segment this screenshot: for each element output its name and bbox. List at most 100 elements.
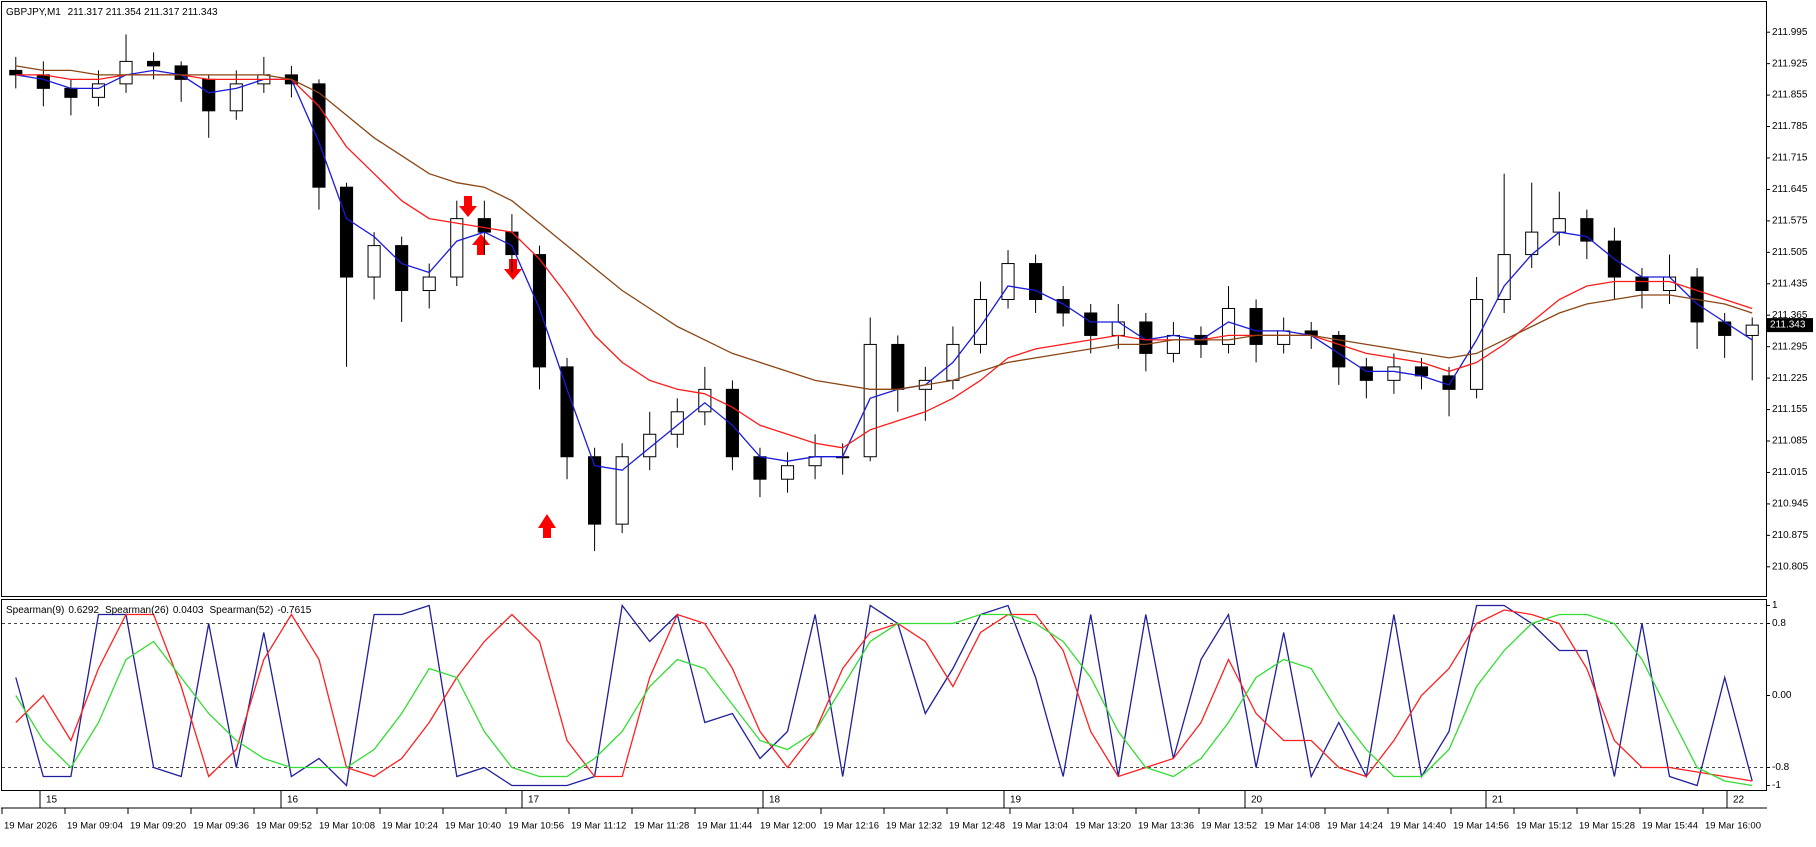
candle-body: [202, 78, 216, 112]
time-label: 19 Mar 12:48: [949, 821, 1005, 832]
candle-body: [395, 245, 409, 292]
y-tick-label: 211.855: [1772, 90, 1808, 101]
candle-body: [808, 456, 822, 467]
time-label: 19 Mar 12:16: [823, 821, 879, 832]
y-tick-label: -1: [1772, 780, 1781, 791]
y-tick-label: 0.00: [1772, 690, 1792, 701]
candle-body: [891, 343, 905, 390]
time-label: 19 Mar 14:56: [1453, 821, 1509, 832]
day-label: 17: [528, 795, 540, 806]
buy-arrow: [538, 514, 556, 538]
y-tick-label: -0.8: [1772, 762, 1790, 773]
candle-body: [1249, 307, 1263, 345]
time-label: 19 Mar 13:20: [1075, 821, 1131, 832]
legend-value: 0.6292: [68, 605, 99, 616]
day-label: 15: [46, 795, 58, 806]
y-tick-label: 211.015: [1772, 467, 1808, 478]
candle-body: [1662, 276, 1677, 292]
symbol-label: GBPJPY,M1 211.317 211.354 211.317 211.34…: [6, 7, 218, 18]
day-label: 18: [769, 795, 781, 806]
time-label: 19 Mar 10:24: [382, 821, 438, 832]
time-label: 19 Mar 09:36: [193, 821, 249, 832]
y-tick-label: 211.995: [1772, 27, 1808, 38]
candle-body: [1166, 334, 1180, 354]
time-label: 19 Mar 16:00: [1705, 821, 1761, 832]
candle-body: [1635, 276, 1649, 292]
candle-body: [312, 83, 326, 188]
day-label: 21: [1492, 795, 1504, 806]
time-label: 19 Mar 10:56: [508, 821, 564, 832]
price-panel-frame: [1, 1, 1767, 597]
day-label: 20: [1251, 795, 1263, 806]
indicator-line: [15, 65, 1753, 390]
candle-body: [973, 299, 988, 345]
y-tick-label: 1: [1772, 600, 1778, 611]
time-label: 19 Mar 15:12: [1516, 821, 1572, 832]
time-label: 19 Mar 14:24: [1327, 821, 1383, 832]
candle-body: [1139, 321, 1153, 354]
candle-body: [1552, 218, 1566, 233]
y-tick-label: 211.365: [1772, 310, 1808, 321]
indicator-line: [15, 69, 1753, 471]
y-tick-label: 211.295: [1772, 341, 1808, 352]
day-label: 19: [1010, 795, 1022, 806]
candle-body: [588, 456, 602, 525]
candle-body: [670, 411, 684, 435]
y-tick-label: 211.645: [1772, 184, 1808, 195]
legend-value: -0.7615: [277, 605, 311, 616]
y-tick-label: 0.8: [1772, 618, 1786, 629]
candle-body: [422, 276, 436, 292]
legend-name: Spearman(52): [209, 605, 273, 616]
candle-body: [863, 343, 877, 458]
candle-body: [9, 69, 23, 76]
time-label: 19 Mar 2026: [4, 821, 57, 832]
time-label: 19 Mar 13:52: [1201, 821, 1257, 832]
candle-body: [64, 87, 78, 98]
y-tick-label: 211.225: [1772, 373, 1808, 384]
candle-body: [450, 218, 464, 278]
sell-arrow: [504, 259, 522, 280]
candle-body: [1745, 324, 1759, 336]
time-label: 19 Mar 15:28: [1579, 821, 1635, 832]
y-tick-label: 211.785: [1772, 121, 1808, 132]
y-tick-label: 210.805: [1772, 561, 1809, 572]
y-tick-label: 210.875: [1772, 530, 1809, 541]
candle-body: [477, 218, 491, 233]
indicator-legend: Spearman(9) 0.6292 Spearman(26) 0.0403 Spear…: [6, 605, 312, 616]
time-label: 19 Mar 09:20: [130, 821, 186, 832]
y-tick-label: 211.715: [1772, 153, 1808, 164]
candle-body: [367, 245, 381, 278]
time-label: 19 Mar 15:44: [1642, 821, 1698, 832]
y-tick-label: 211.575: [1772, 216, 1808, 227]
indicator-line: [15, 609, 1753, 782]
candle-body: [1497, 254, 1511, 301]
candle-body: [725, 388, 739, 458]
time-label: 19 Mar 14:08: [1264, 821, 1320, 832]
time-label: 19 Mar 13:36: [1138, 821, 1194, 832]
y-tick-label: 211.435: [1772, 278, 1808, 289]
legend-name: Spearman(26): [105, 605, 169, 616]
signal-arrows: [459, 196, 556, 538]
candle-body: [532, 254, 547, 368]
y-tick-label: 211.085: [1772, 436, 1808, 447]
candle-body: [1084, 312, 1098, 336]
time-label: 19 Mar 10:40: [445, 821, 501, 832]
time-label: 19 Mar 12:32: [886, 821, 942, 832]
candle-body: [780, 465, 795, 480]
time-label: 19 Mar 13:04: [1012, 821, 1068, 832]
candle-body: [1359, 366, 1373, 381]
candle-body: [147, 60, 161, 67]
y-tick-label: 211.155: [1772, 404, 1808, 415]
candle-body: [119, 60, 133, 85]
y-tick-label: 210.945: [1772, 499, 1809, 510]
quote: 211.317 211.354 211.317 211.343: [68, 7, 218, 18]
bid-price-label: 211.343: [1770, 320, 1806, 331]
time-label: 19 Mar 09:04: [67, 821, 123, 832]
candle-body: [229, 83, 243, 112]
time-label: 19 Mar 11:44: [697, 821, 752, 832]
buy-arrow: [472, 234, 490, 255]
time-label: 19 Mar 11:28: [634, 821, 689, 832]
candle-body: [36, 74, 50, 89]
